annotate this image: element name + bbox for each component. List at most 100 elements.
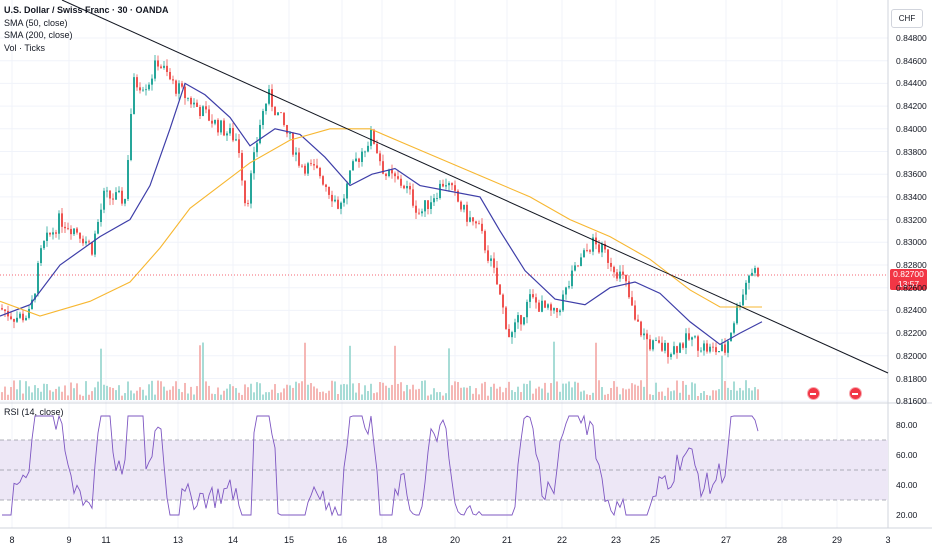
volume-bar: [682, 381, 684, 400]
volume-bar: [430, 394, 432, 400]
volume-bar: [364, 385, 366, 400]
candle-body: [739, 305, 741, 306]
time-axis-label: 9: [66, 535, 72, 545]
volume-bar: [460, 387, 462, 400]
candle-body: [721, 344, 723, 352]
volume-bar: [1, 392, 3, 400]
candle-body: [202, 106, 204, 117]
volume-bar: [436, 392, 438, 400]
volume-bar: [439, 392, 441, 400]
volume-bar: [4, 386, 6, 400]
volume-bar: [370, 383, 372, 400]
candle-body: [205, 106, 207, 110]
volume-bar: [388, 387, 390, 400]
volume-bar: [451, 385, 453, 400]
volume-bar: [67, 395, 69, 400]
candle-body: [589, 250, 591, 252]
candle-body: [385, 173, 387, 177]
volume-bar: [271, 389, 273, 400]
candle-body: [301, 165, 303, 167]
rsi-legend[interactable]: RSI (14, close): [4, 407, 64, 417]
candle-body: [460, 201, 462, 210]
sma50-legend[interactable]: SMA (50, close): [4, 17, 68, 28]
volume-bar: [523, 383, 525, 400]
candle-body: [82, 238, 84, 244]
candle-body: [346, 183, 348, 199]
candle-body: [478, 223, 480, 225]
volume-bar: [43, 383, 45, 400]
economic-event-icon[interactable]: [807, 387, 820, 400]
volume-bar: [538, 386, 540, 400]
volume-bar: [730, 390, 732, 400]
volume-bar: [490, 386, 492, 400]
sma200-legend[interactable]: SMA (200, close): [4, 30, 73, 40]
volume-bar: [55, 388, 57, 400]
volume-bar: [415, 389, 417, 400]
candle-body: [244, 180, 246, 204]
volume-bar: [127, 381, 129, 400]
volume-bar: [124, 393, 126, 400]
candle-body: [631, 297, 633, 306]
volume-bar: [727, 387, 729, 400]
candle-body: [670, 354, 672, 357]
candle-body: [451, 183, 453, 186]
volume-bar: [535, 388, 537, 400]
candle-body: [139, 87, 141, 91]
candle-body: [637, 319, 639, 322]
candle-body: [94, 233, 96, 255]
volume-legend[interactable]: Vol · Ticks: [4, 42, 46, 53]
volume-bar: [22, 393, 24, 400]
candle-body: [37, 263, 39, 294]
volume-bar: [319, 391, 321, 400]
volume-bar: [361, 394, 363, 400]
volume-bar: [247, 387, 249, 400]
volume-bar: [394, 345, 396, 400]
time-axis-label: 29: [831, 535, 843, 545]
volume-bar: [397, 383, 399, 400]
candle-body: [673, 346, 675, 355]
volume-bar: [706, 394, 708, 400]
volume-bar: [58, 386, 60, 400]
volume-bar: [16, 389, 18, 400]
volume-bar: [331, 380, 333, 400]
volume-bar: [442, 395, 444, 400]
candle-body: [742, 294, 744, 306]
candle-body: [352, 161, 354, 171]
price-axis-label: 0.83200: [896, 214, 927, 225]
candle-body: [316, 165, 318, 168]
time-axis-label: 27: [720, 535, 732, 545]
symbol-title[interactable]: U.S. Dollar / Swiss Franc · 30 · OANDA: [4, 5, 169, 15]
volume-bar: [358, 383, 360, 400]
candle-body: [724, 344, 726, 353]
sma50-line: [0, 82, 763, 346]
volume-bar: [211, 393, 213, 400]
candle-body: [175, 80, 177, 94]
volume-bar: [49, 390, 51, 400]
volume-bar: [586, 394, 588, 400]
candle-body: [253, 152, 255, 174]
candle-body: [319, 167, 321, 177]
volume-bar: [745, 380, 747, 400]
volume-bar: [217, 387, 219, 400]
candle-body: [586, 250, 588, 251]
candle-body: [418, 212, 420, 214]
candle-body: [157, 60, 159, 67]
volume-bar: [472, 393, 474, 400]
volume-bar: [679, 392, 681, 400]
economic-event-icon[interactable]: [849, 387, 862, 400]
volume-bar: [85, 381, 87, 400]
volume-bar: [550, 383, 552, 400]
candle-body: [568, 286, 570, 288]
candle-body: [40, 248, 42, 264]
volume-bar: [511, 390, 513, 400]
volume-bar: [631, 383, 633, 400]
volume-bar: [280, 392, 282, 400]
candle-body: [433, 198, 435, 203]
volume-bar: [655, 382, 657, 400]
candle-body: [376, 143, 378, 154]
volume-bar: [568, 381, 570, 400]
candle-body: [610, 262, 612, 267]
currency-button[interactable]: CHF: [891, 9, 923, 28]
candle-body: [511, 332, 513, 338]
